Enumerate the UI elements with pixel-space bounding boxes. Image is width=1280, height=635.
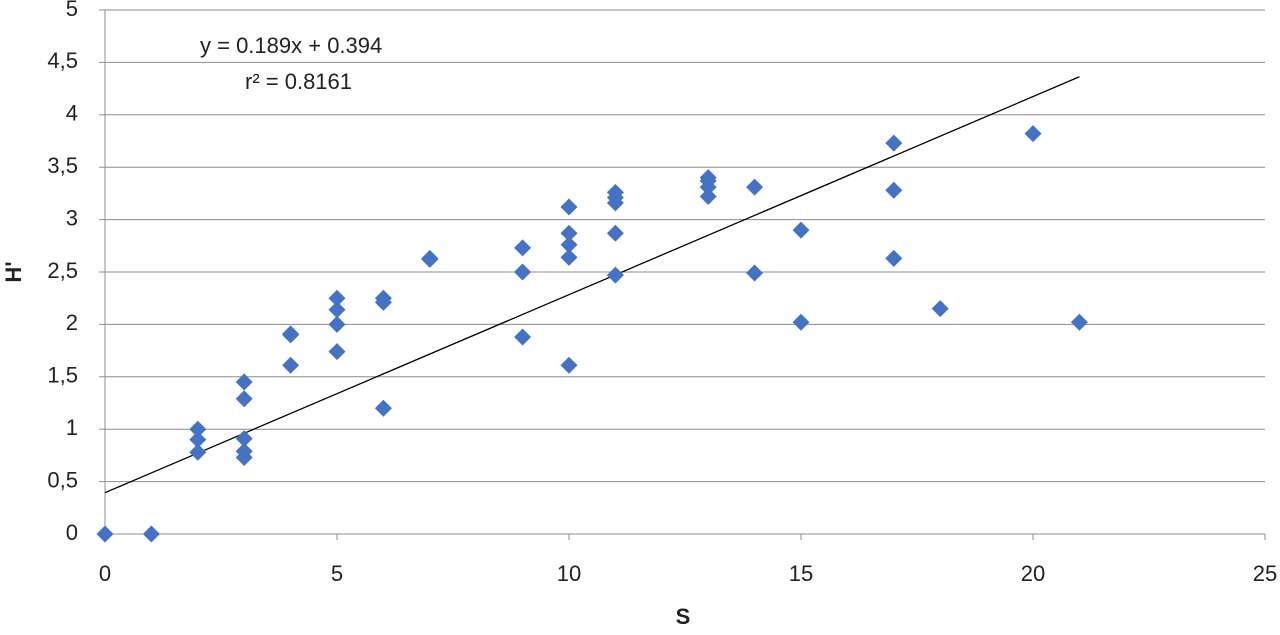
point bbox=[560, 236, 578, 254]
point bbox=[421, 249, 439, 267]
y-tick-label: 1 bbox=[66, 415, 78, 440]
point bbox=[1024, 125, 1042, 143]
point bbox=[282, 356, 300, 374]
point bbox=[189, 431, 207, 449]
point bbox=[328, 315, 346, 333]
point bbox=[560, 198, 578, 216]
point bbox=[235, 373, 253, 391]
point bbox=[1070, 313, 1088, 331]
y-tick-label: 4,5 bbox=[47, 48, 78, 73]
point bbox=[746, 178, 764, 196]
y-tick-label: 5 bbox=[66, 0, 78, 21]
y-tick-label: 0 bbox=[66, 520, 78, 545]
point bbox=[699, 188, 717, 206]
point bbox=[328, 289, 346, 307]
point bbox=[606, 194, 624, 212]
point bbox=[328, 301, 346, 319]
point bbox=[328, 343, 346, 361]
x-axis-label: S bbox=[676, 604, 691, 629]
point bbox=[514, 328, 532, 346]
point bbox=[746, 264, 764, 282]
y-tick-label: 4 bbox=[66, 101, 78, 126]
x-tick-label: 10 bbox=[557, 561, 581, 586]
point bbox=[282, 326, 300, 344]
point bbox=[514, 239, 532, 257]
x-tick-label: 25 bbox=[1253, 561, 1277, 586]
point bbox=[374, 399, 392, 417]
point bbox=[792, 221, 810, 239]
point bbox=[514, 263, 532, 281]
y-tick-label: 3 bbox=[66, 205, 78, 230]
y-tick-label: 3,5 bbox=[47, 153, 78, 178]
y-tick-label: 2,5 bbox=[47, 258, 78, 283]
point bbox=[235, 430, 253, 448]
point bbox=[560, 224, 578, 242]
point bbox=[142, 525, 160, 543]
point bbox=[606, 224, 624, 242]
y-tick-label: 0,5 bbox=[47, 467, 78, 492]
point bbox=[560, 248, 578, 266]
point bbox=[189, 420, 207, 438]
x-tick-label: 0 bbox=[99, 561, 111, 586]
point bbox=[606, 266, 624, 284]
point bbox=[885, 181, 903, 199]
point bbox=[885, 134, 903, 152]
y-axis-label: H' bbox=[1, 261, 26, 282]
point bbox=[699, 178, 717, 196]
point bbox=[235, 448, 253, 466]
point bbox=[374, 293, 392, 311]
trendline-equation: y = 0.189x + 0.394 bbox=[200, 33, 382, 58]
point bbox=[792, 313, 810, 331]
point bbox=[931, 300, 949, 318]
point bbox=[96, 525, 114, 543]
trendline-r2: r² = 0.8161 bbox=[245, 69, 352, 94]
x-tick-label: 5 bbox=[331, 561, 343, 586]
trendline bbox=[104, 76, 1080, 494]
point bbox=[885, 249, 903, 267]
point bbox=[189, 443, 207, 461]
x-tick-label: 20 bbox=[1021, 561, 1045, 586]
x-tick-label: 15 bbox=[789, 561, 813, 586]
y-tick-label: 2 bbox=[66, 310, 78, 335]
point bbox=[560, 356, 578, 374]
point bbox=[235, 390, 253, 408]
y-tick-label: 1,5 bbox=[47, 363, 78, 388]
